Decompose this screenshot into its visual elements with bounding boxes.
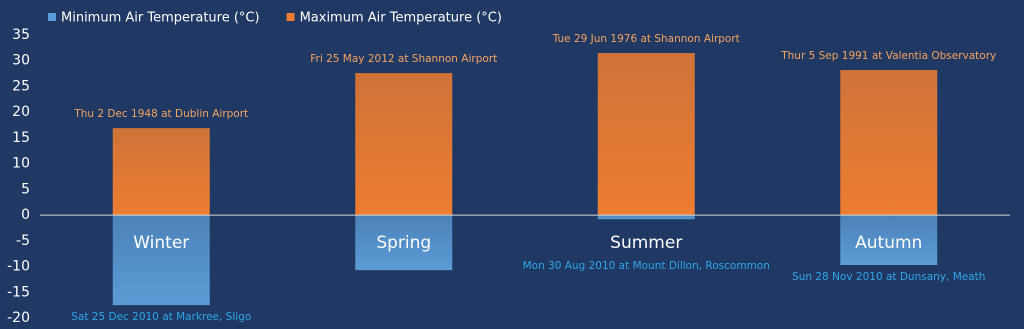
y-tick-label: 25 (12, 78, 30, 94)
y-tick-label: 15 (12, 130, 30, 146)
category-label: Spring (376, 233, 431, 253)
annotation: Sun 28 Nov 2010 at Dunsany, Meath (792, 271, 985, 283)
legend-swatch (286, 13, 295, 21)
y-tick-label: 20 (12, 104, 30, 120)
legend-label: Maximum Air Temperature (°C) (300, 11, 502, 26)
category-label: Summer (610, 233, 682, 253)
annotation: Tue 29 Jun 1976 at Shannon Airport (552, 33, 740, 45)
bar (112, 128, 210, 216)
bar (840, 215, 938, 266)
legend-label: Minimum Air Temperature (°C) (61, 11, 260, 26)
y-tick-label: -20 (7, 310, 30, 326)
y-tick-label: 30 (12, 53, 30, 69)
category-label: Winter (133, 233, 189, 253)
y-tick-label: -10 (7, 259, 30, 275)
y-tick-label: 35 (12, 27, 30, 43)
bar (840, 69, 938, 216)
annotation: Fri 25 May 2012 at Shannon Airport (310, 53, 497, 65)
bar (112, 215, 210, 306)
annotation: Mon 30 Aug 2010 at Mount Dillon, Roscomm… (523, 260, 770, 272)
legend-swatch (48, 13, 56, 21)
y-tick-label: -15 (7, 284, 30, 300)
bar (597, 215, 695, 220)
annotation: Sat 25 Dec 2010 at Markree, Sligo (71, 311, 251, 323)
y-tick-label: 0 (21, 207, 30, 223)
y-tick-label: 10 (12, 156, 30, 172)
category-label: Autumn (855, 233, 922, 253)
annotation: Thur 5 Sep 1991 at Valentia Observatory (780, 50, 996, 62)
annotation: Thu 2 Dec 1948 at Dublin Airport (73, 108, 248, 120)
y-tick-label: -5 (16, 233, 30, 249)
y-tick-label: 5 (21, 181, 30, 197)
bar (597, 53, 695, 216)
bar (355, 215, 453, 271)
bar (355, 73, 453, 216)
